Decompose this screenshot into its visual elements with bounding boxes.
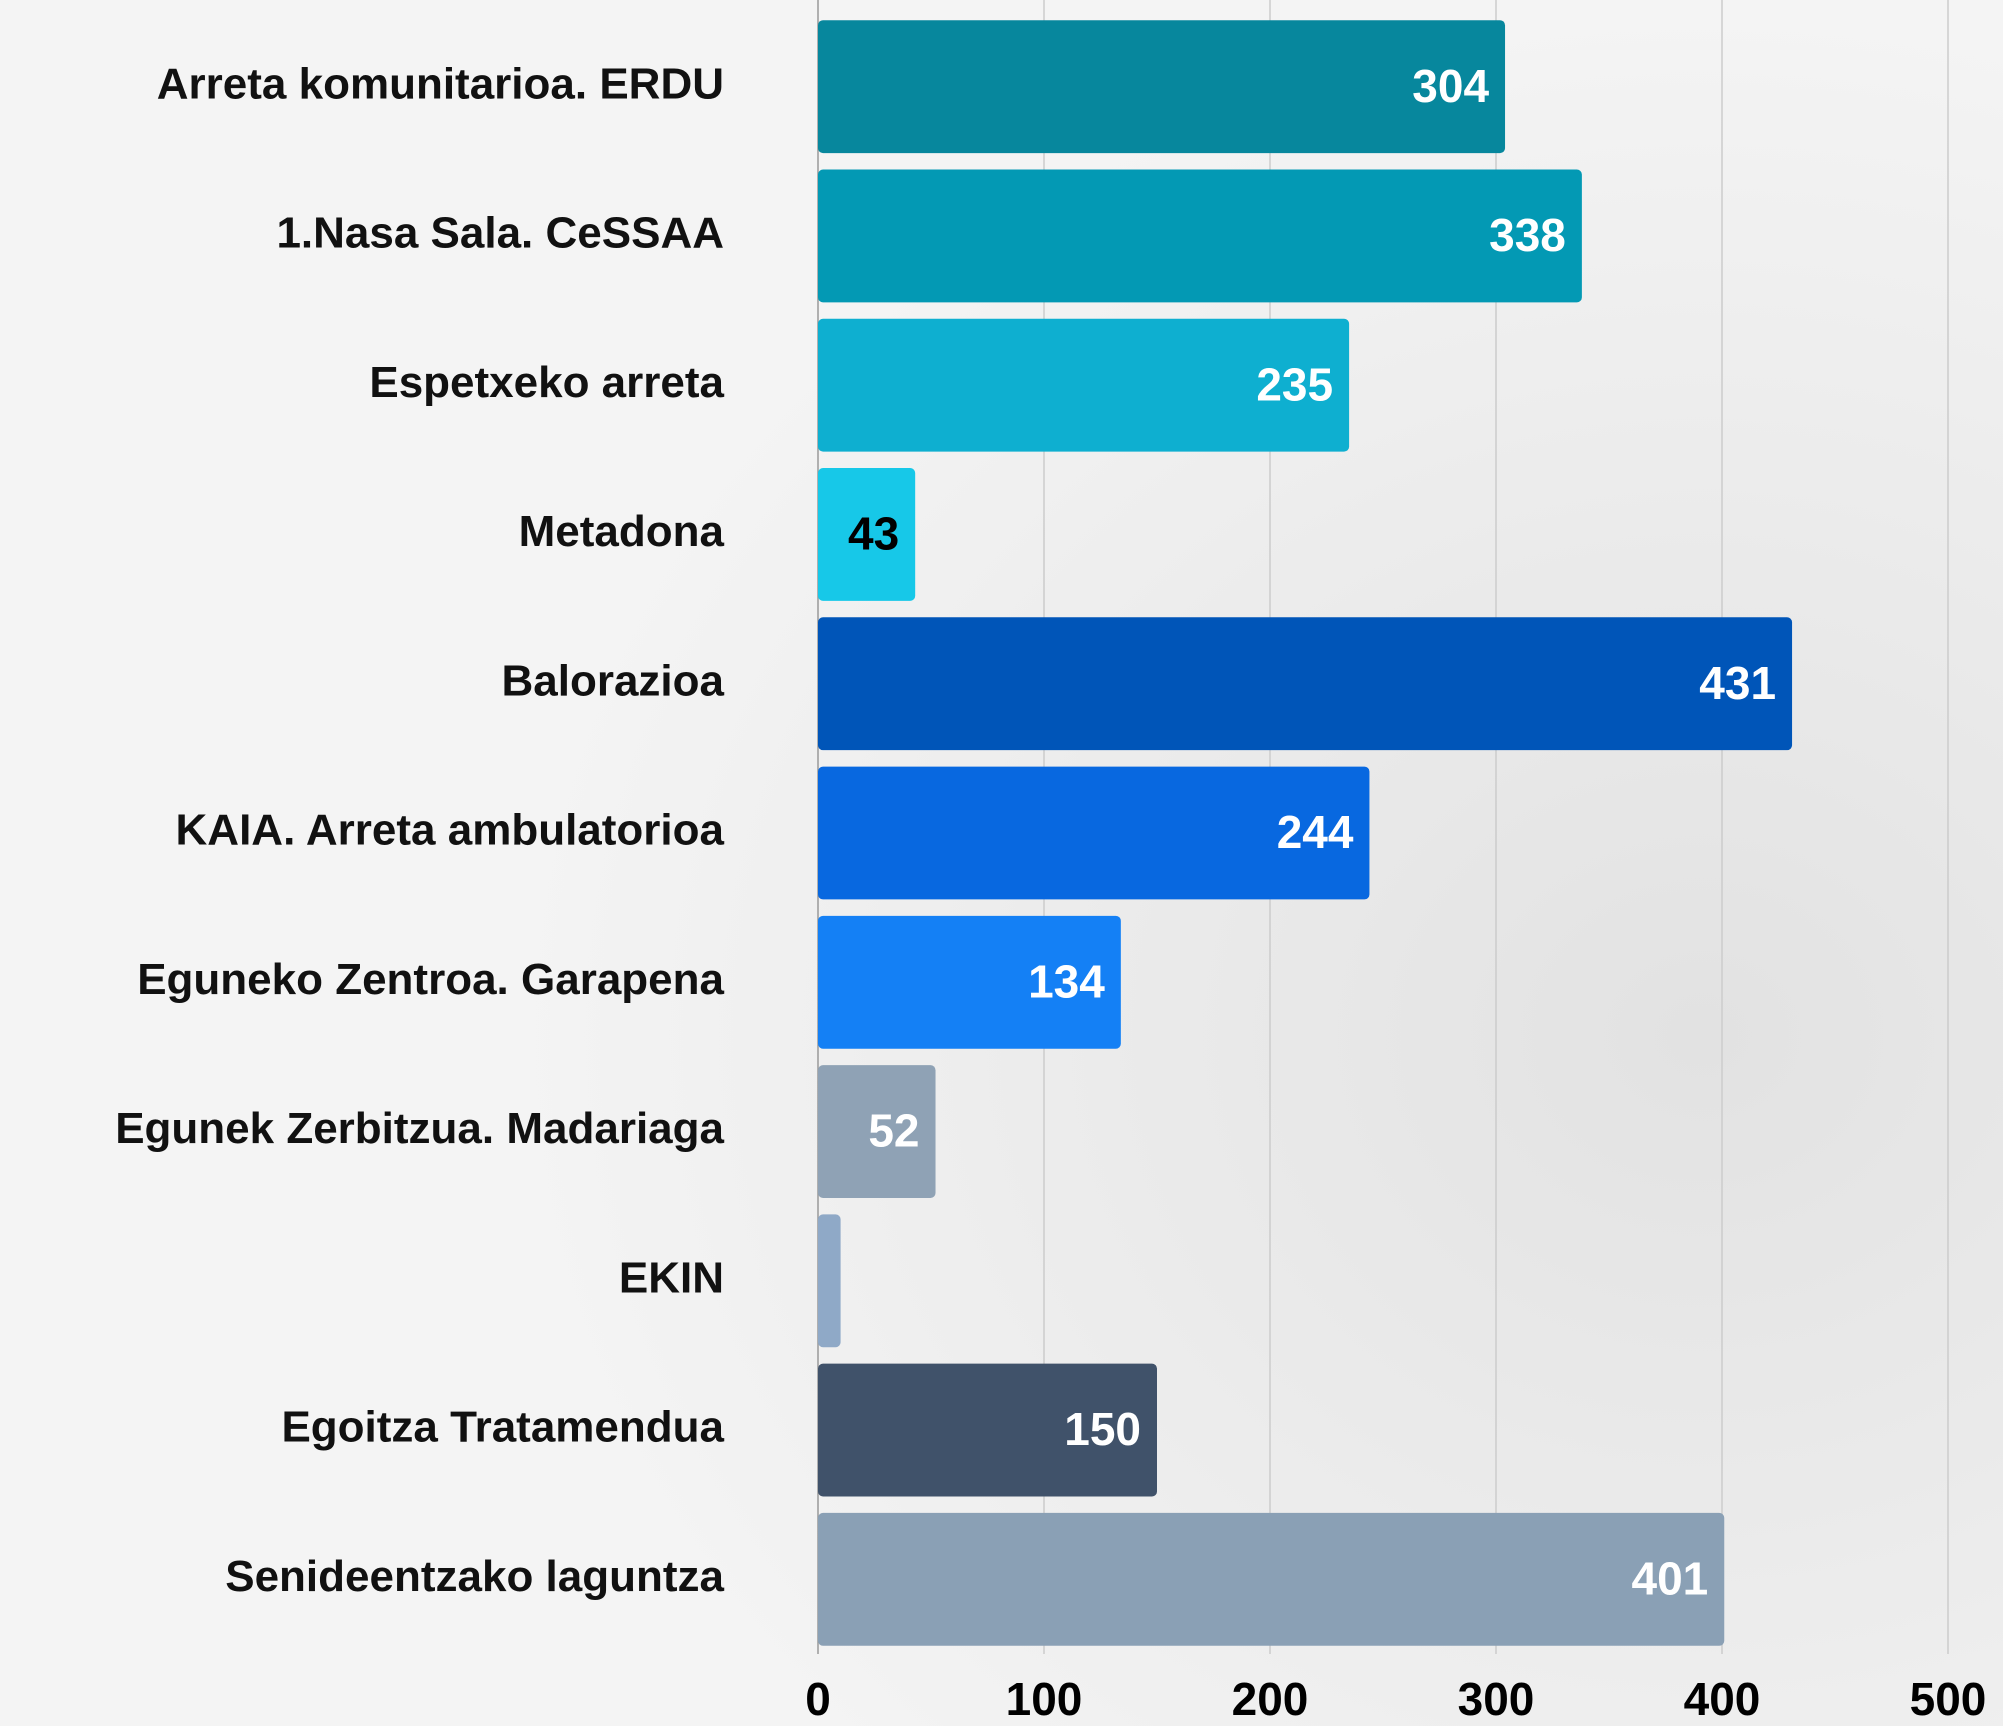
value-label: 244 [1277,806,1354,858]
chart: 0 100 200 300 400 500 Arreta komunitarioa. ERD… [0,0,2003,1726]
y-tick-label: Eguneko Zentroa. Garapena [137,955,724,1004]
value-label: 401 [1632,1553,1709,1605]
value-label: 235 [1256,358,1333,410]
y-tick-label: 1.Nasa Sala. CeSSAA [276,209,724,258]
x-tick-label: 500 [1910,1673,1987,1725]
y-tick-label: KAIA. Arreta ambulatorioa [176,806,725,855]
x-tick-label: 300 [1458,1673,1535,1725]
bar [818,617,1792,750]
value-label: 150 [1064,1403,1141,1455]
y-tick-label: EKIN [619,1253,724,1302]
value-label: 134 [1028,955,1105,1007]
y-tick-label: Egoitza Tratamendua [281,1403,724,1452]
value-label: 304 [1412,60,1489,112]
x-tick-label: 0 [805,1673,831,1725]
value-label: 52 [868,1105,919,1157]
value-label: 338 [1489,209,1566,261]
y-tick-label: Balorazioa [501,656,724,705]
y-tick-label: Espetxeko arreta [369,358,724,407]
bar [818,1214,841,1347]
y-tick-label: Arreta komunitarioa. ERDU [157,59,724,108]
bar [818,1513,1724,1646]
bar [818,20,1505,153]
value-label: 43 [848,508,899,560]
value-label: 431 [1699,657,1776,709]
bar [818,169,1582,302]
y-tick-label: Egunek Zerbitzua. Madariaga [115,1104,724,1153]
x-tick-label: 100 [1006,1673,1083,1725]
x-tick-label: 200 [1232,1673,1309,1725]
y-tick-label: Senideentzako laguntza [225,1552,724,1601]
y-tick-label: Metadona [519,507,725,556]
x-tick-label: 400 [1684,1673,1761,1725]
